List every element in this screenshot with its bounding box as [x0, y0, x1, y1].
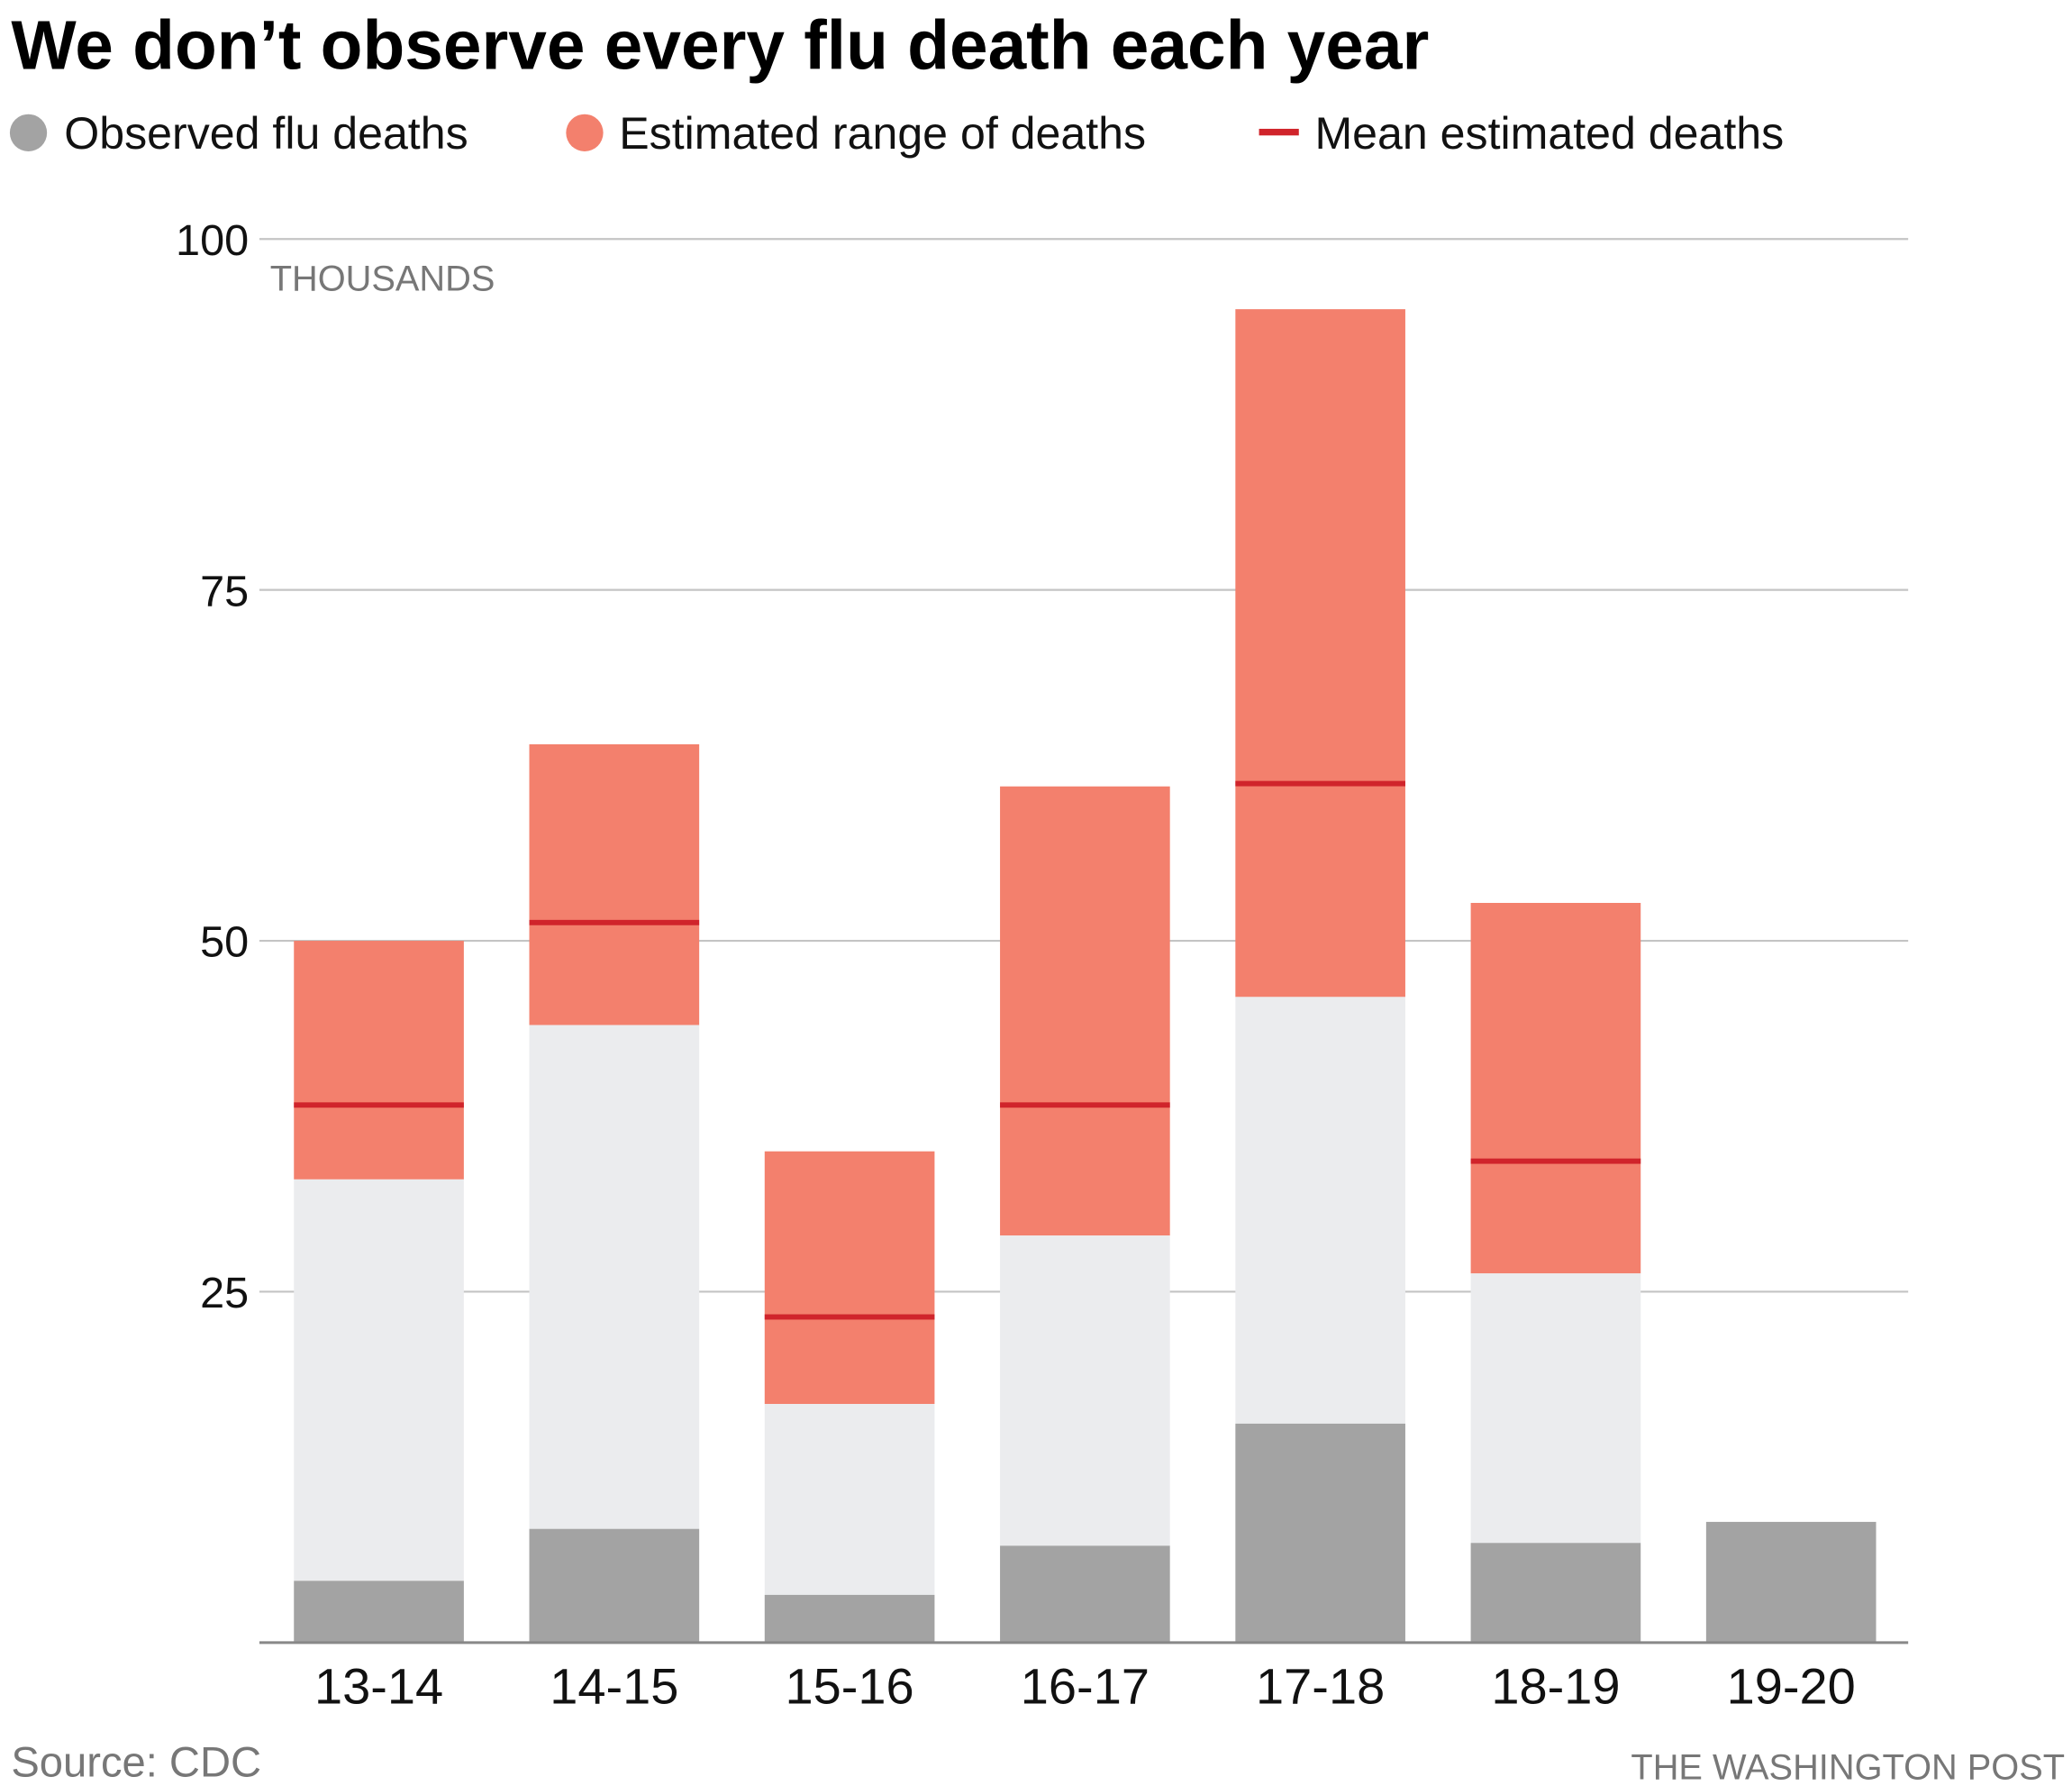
bar-group-19-20: [1705, 1521, 1877, 1643]
observed-bar: [1705, 1521, 1877, 1643]
bar-group-13-14: [294, 941, 464, 1643]
unobserved-gap-bar: [294, 1179, 464, 1581]
mean-line: [1000, 1102, 1170, 1108]
legend-label-range: Estimated range of deaths: [619, 108, 1146, 159]
x-tick-label: 15-16: [786, 1658, 914, 1715]
legend-label-mean: Mean estimated deaths: [1314, 108, 1784, 159]
mean-line: [294, 1102, 464, 1108]
unobserved-gap-bar: [764, 1404, 935, 1595]
observed-bar: [1235, 1423, 1405, 1643]
bars: [294, 309, 1877, 1643]
y-tick-label: 50: [200, 918, 249, 967]
unobserved-gap-bar: [1470, 1273, 1641, 1544]
x-tick-label: 14-15: [550, 1658, 678, 1715]
mean-line: [764, 1314, 935, 1320]
x-tick-label: 18-19: [1491, 1658, 1620, 1715]
estimated-range-bar: [764, 1151, 935, 1405]
mean-line: [1470, 1158, 1641, 1164]
estimated-range-bar: [294, 941, 464, 1180]
unit-label: THOUSANDS: [270, 260, 495, 299]
unobserved-gap-bar: [529, 1025, 700, 1529]
estimated-range-bar: [1000, 786, 1170, 1236]
legend: Observed flu deaths Estimated range of d…: [9, 108, 1784, 159]
observed-bar: [1470, 1543, 1641, 1643]
y-tick-label: 75: [200, 567, 249, 615]
bar-group-16-17: [1000, 786, 1170, 1643]
legend-swatch-range: [566, 114, 604, 151]
y-axis: 25 50 75 100: [176, 216, 249, 1317]
chart-title: We don’t observe every flu death each ye…: [11, 8, 1429, 85]
legend-swatch-observed: [9, 114, 48, 151]
unobserved-gap-bar: [1235, 997, 1405, 1424]
y-tick-label: 25: [200, 1269, 249, 1317]
bar-group-15-16: [764, 1151, 935, 1643]
observed-bar: [529, 1528, 700, 1643]
legend-swatch-mean: [1259, 128, 1299, 136]
bar-group-18-19: [1470, 902, 1641, 1643]
x-tick-label: 13-14: [314, 1658, 443, 1715]
bar-group-14-15: [529, 743, 700, 1643]
unobserved-gap-bar: [1000, 1235, 1170, 1546]
observed-bar: [1000, 1545, 1170, 1643]
source-note: Source: CDC: [11, 1738, 261, 1786]
x-axis: 13-14 14-15 15-16 16-17 17-18 18-19 19-20: [314, 1658, 1856, 1715]
mean-line: [1235, 780, 1405, 787]
x-tick-label: 16-17: [1021, 1658, 1150, 1715]
estimated-range-bar: [1235, 309, 1405, 998]
credit: THE WASHINGTON POST: [1631, 1748, 2065, 1786]
legend-label-observed: Observed flu deaths: [64, 108, 468, 159]
mean-line: [529, 919, 700, 925]
bar-group-17-18: [1235, 309, 1405, 1643]
observed-bar: [294, 1581, 464, 1643]
estimated-range-bar: [529, 743, 700, 1025]
x-tick-label: 17-18: [1256, 1658, 1385, 1715]
x-tick-label: 19-20: [1727, 1658, 1856, 1715]
observed-bar: [764, 1594, 935, 1643]
estimated-range-bar: [1470, 902, 1641, 1274]
y-tick-label: 100: [176, 216, 249, 265]
